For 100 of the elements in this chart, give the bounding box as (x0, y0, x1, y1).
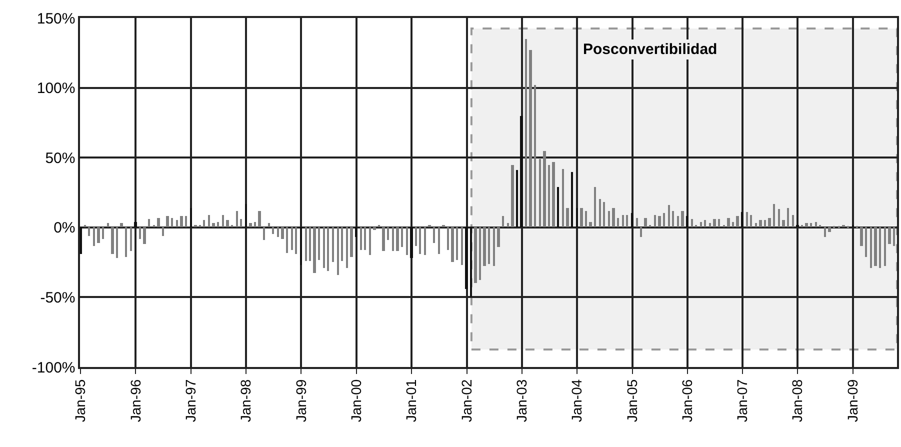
y-tick-label: 150% (36, 10, 76, 28)
bar (346, 227, 348, 268)
bar (759, 220, 762, 227)
bar (254, 222, 256, 227)
bar (281, 227, 284, 239)
bar (718, 219, 720, 227)
bar (130, 227, 132, 251)
bar (419, 227, 421, 254)
bar (424, 227, 426, 255)
bar (493, 227, 495, 266)
bar (318, 227, 320, 260)
bar (461, 227, 463, 265)
x-tick-label: Jan-96 (127, 379, 144, 422)
bar (392, 227, 394, 251)
bar (585, 211, 587, 227)
bar (488, 227, 490, 264)
bar (658, 216, 661, 227)
x-tick-label: Jan-95 (72, 379, 88, 422)
bar (870, 227, 872, 268)
bar (511, 165, 514, 227)
bar (240, 219, 242, 227)
y-tick-label: -50% (40, 289, 76, 306)
bar (686, 216, 688, 227)
bar (479, 227, 481, 280)
bar (529, 50, 532, 227)
bar (636, 218, 638, 227)
bar (736, 216, 739, 227)
bar (438, 227, 440, 254)
bar (263, 227, 265, 240)
bar (401, 227, 403, 247)
bar (249, 223, 252, 227)
bar (355, 227, 357, 237)
x-tick-label: Jan-02 (458, 379, 474, 422)
bar (185, 216, 187, 227)
bar (709, 223, 711, 227)
bar (865, 227, 867, 257)
bar (828, 227, 831, 232)
bar (548, 165, 550, 227)
bar (396, 227, 399, 251)
bar (373, 227, 376, 230)
bar (778, 209, 780, 227)
y-tick-label: 0% (54, 220, 76, 237)
bar (525, 39, 527, 227)
bar (208, 215, 210, 227)
x-tick-label: Jan-05 (624, 379, 640, 422)
bar (700, 222, 702, 227)
y-tick-label: 100% (36, 80, 76, 98)
bar (171, 218, 173, 227)
bar (277, 227, 279, 237)
bar (111, 227, 114, 254)
bar (612, 208, 615, 227)
bar (622, 215, 624, 227)
x-tick-label: Jan-04 (568, 379, 585, 422)
x-tick-label: Jan-97 (182, 379, 199, 422)
bar (543, 151, 546, 227)
bar (644, 218, 647, 227)
bar (732, 222, 734, 227)
x-tick-label: Jan-09 (844, 379, 860, 422)
bar (300, 227, 302, 265)
bar (893, 227, 895, 246)
bar (93, 227, 95, 246)
bar (180, 216, 183, 227)
bar (268, 223, 270, 227)
bar (713, 219, 716, 227)
bar (571, 172, 573, 227)
bar (516, 170, 518, 227)
band-label: Posconvertibilidad (583, 41, 718, 58)
bar (190, 208, 192, 227)
bar (888, 227, 891, 244)
bar (502, 216, 504, 227)
bar (792, 215, 794, 227)
bar (599, 199, 601, 227)
bar (364, 227, 366, 250)
bar (323, 227, 325, 268)
bar (815, 222, 817, 227)
x-tick-label: Jan-98 (238, 379, 254, 422)
bar (272, 227, 274, 234)
bar (677, 216, 679, 227)
bar (406, 227, 408, 255)
bar (80, 227, 82, 254)
bar (626, 215, 628, 227)
x-tick-label: Jan-06 (678, 379, 695, 422)
bar (470, 227, 472, 297)
bar (663, 213, 665, 227)
bar (608, 211, 610, 227)
x-tick-label: Jan-99 (292, 379, 309, 422)
bar (557, 187, 559, 227)
bar (483, 227, 486, 266)
bar (212, 223, 215, 227)
bar (236, 211, 238, 227)
bar (332, 227, 334, 262)
bar (497, 227, 500, 247)
bar (552, 162, 555, 227)
bar (594, 187, 596, 227)
bar (539, 159, 541, 227)
bar (787, 208, 789, 227)
bar (337, 227, 339, 275)
bar (654, 215, 656, 227)
bar (746, 212, 748, 227)
bar (327, 227, 329, 271)
